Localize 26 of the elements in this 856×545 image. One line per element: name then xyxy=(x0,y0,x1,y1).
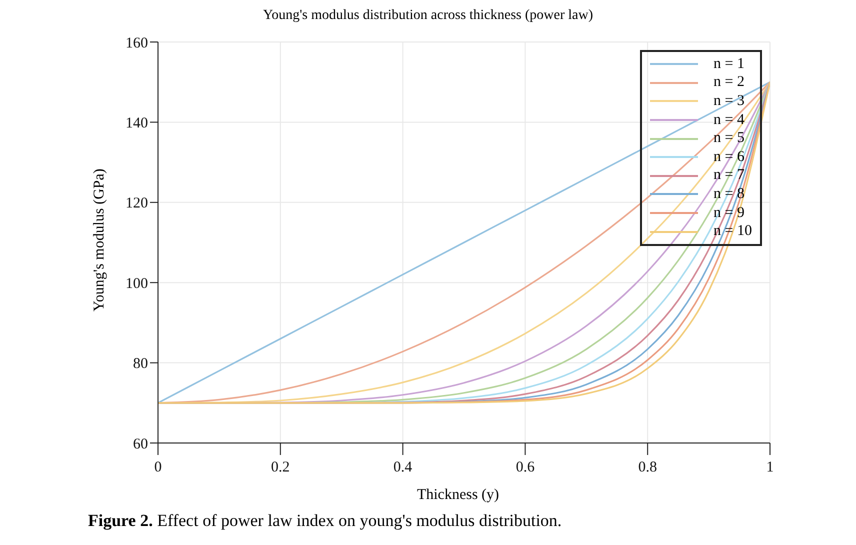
legend-label: n = 4 xyxy=(714,112,744,129)
legend-label: n = 8 xyxy=(714,186,744,203)
x-axis-title: Thickness (y) xyxy=(416,487,500,503)
y-tick-label: 80 xyxy=(133,356,148,372)
y-tick-label: 140 xyxy=(126,116,148,132)
legend-label: n = 3 xyxy=(714,92,744,110)
legend-label: n = 5 xyxy=(714,130,744,148)
y-axis-title: Young's modulus (GPa) xyxy=(92,168,108,312)
y-tick-label: 60 xyxy=(133,436,148,452)
caption: Figure 2. Effect of power law index on young's modulus distribution. xyxy=(88,511,562,531)
legend-label: n = 1 xyxy=(714,56,744,73)
x-tick-label: 0 xyxy=(154,460,162,476)
x-tick-label: 0.6 xyxy=(516,460,536,476)
x-tick-label: 0.2 xyxy=(271,460,290,476)
legend-label: n = 7 xyxy=(714,167,744,184)
chart-title: Young's modulus distribution across thickness (power law) xyxy=(262,8,594,24)
x-tick-label: 1 xyxy=(766,460,774,476)
legend-label: n = 2 xyxy=(714,74,744,92)
y-tick-label: 160 xyxy=(126,35,148,52)
legend-label: n = 10 xyxy=(714,223,752,240)
legend-label: n = 6 xyxy=(714,148,744,166)
y-tick-label: 120 xyxy=(126,196,148,212)
legend-label: n = 9 xyxy=(714,204,744,222)
y-tick-label: 100 xyxy=(126,276,148,292)
x-tick-label: 0.4 xyxy=(393,460,413,476)
x-tick-label: 0.8 xyxy=(638,460,657,476)
